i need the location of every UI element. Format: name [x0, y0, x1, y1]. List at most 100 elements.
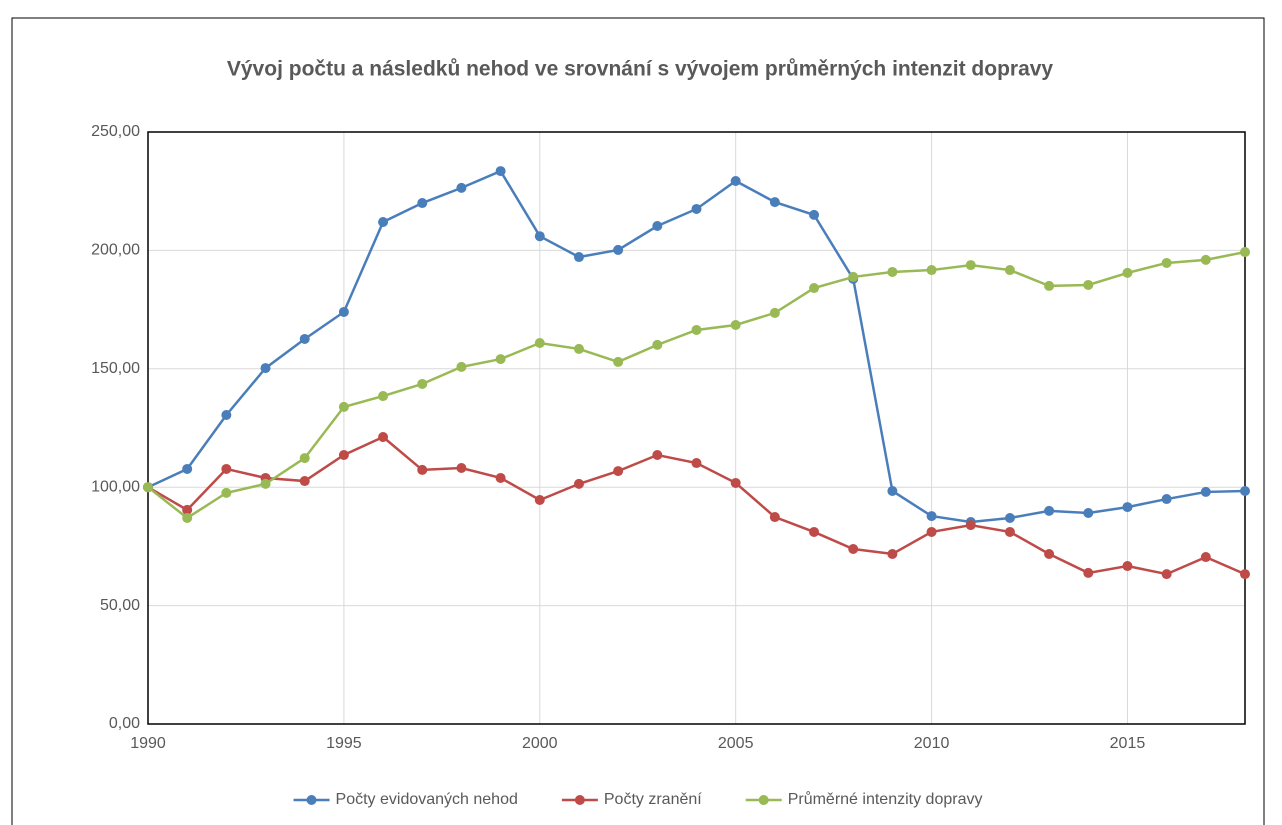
- data-point: [1240, 485, 1250, 496]
- x-tick-label: 1990: [130, 735, 166, 752]
- data-point: [887, 266, 898, 277]
- data-point: [299, 476, 310, 487]
- data-point: [143, 482, 153, 493]
- data-point: [417, 464, 428, 475]
- data-point: [652, 449, 663, 460]
- data-point: [652, 221, 663, 232]
- data-point: [260, 478, 271, 489]
- data-point: [1161, 569, 1172, 580]
- data-point: [965, 520, 976, 531]
- data-point: [613, 466, 624, 477]
- data-point: [1161, 257, 1172, 268]
- legend-marker: [574, 795, 585, 805]
- legend-label: Průměrné intenzity dopravy: [788, 790, 983, 808]
- data-point: [260, 363, 271, 374]
- data-point: [809, 526, 820, 537]
- y-tick-label: 150,00: [91, 360, 140, 377]
- data-point: [1083, 567, 1094, 578]
- data-point: [1200, 254, 1211, 265]
- x-tick-label: 2000: [522, 735, 558, 752]
- data-point: [926, 526, 937, 537]
- data-point: [769, 512, 780, 523]
- data-point: [573, 343, 584, 354]
- data-point: [1200, 486, 1211, 497]
- data-point: [691, 203, 702, 214]
- data-point: [221, 409, 232, 420]
- data-point: [848, 544, 859, 555]
- x-tick-label: 2010: [914, 735, 950, 752]
- data-point: [299, 333, 310, 344]
- data-point: [613, 244, 624, 255]
- y-tick-label: 250,00: [91, 123, 140, 140]
- legend-marker: [758, 795, 769, 805]
- data-point: [730, 477, 741, 488]
- data-point: [965, 260, 976, 271]
- data-point: [534, 337, 545, 348]
- x-tick-label: 2015: [1110, 735, 1146, 752]
- data-point: [1240, 569, 1250, 580]
- data-point: [1122, 561, 1133, 572]
- data-point: [456, 361, 467, 372]
- plot-frame: [147, 131, 1246, 725]
- data-point: [417, 378, 428, 389]
- legend-label: Počty zranění: [604, 791, 702, 808]
- data-point: [417, 198, 428, 209]
- data-point: [1044, 548, 1055, 559]
- data-point: [378, 216, 389, 227]
- data-point: [495, 166, 506, 177]
- chart-title: Vývoj počtu a následků nehod ve srovnání…: [227, 58, 1054, 81]
- data-point: [182, 504, 193, 515]
- data-point: [1004, 526, 1015, 537]
- data-point: [1122, 502, 1133, 513]
- data-point: [378, 431, 389, 442]
- data-point: [691, 324, 702, 335]
- data-point: [730, 176, 741, 187]
- data-point: [456, 463, 467, 474]
- legend-label: Počty evidovaných nehod: [336, 791, 518, 808]
- data-point: [573, 252, 584, 263]
- data-point: [769, 197, 780, 208]
- data-point: [926, 511, 937, 522]
- data-point: [221, 487, 232, 498]
- data-point: [1240, 247, 1250, 258]
- data-point: [534, 494, 545, 505]
- data-point: [1122, 267, 1133, 278]
- data-point: [1161, 494, 1172, 505]
- data-point: [613, 356, 624, 367]
- data-point: [182, 463, 193, 474]
- data-point: [338, 401, 349, 412]
- data-point: [809, 209, 820, 220]
- data-point: [221, 463, 232, 474]
- data-point: [378, 391, 389, 402]
- data-point: [338, 449, 349, 460]
- y-tick-label: 50,00: [100, 597, 140, 614]
- data-point: [534, 231, 545, 242]
- data-point: [495, 354, 506, 365]
- data-point: [456, 182, 467, 193]
- data-point: [1004, 512, 1015, 523]
- data-point: [182, 512, 193, 523]
- data-point: [495, 472, 506, 483]
- data-point: [652, 339, 663, 350]
- data-point: [848, 271, 859, 282]
- data-point: [1044, 280, 1055, 291]
- chart-border: [11, 17, 1265, 825]
- data-point: [926, 265, 937, 276]
- data-point: [338, 306, 349, 317]
- data-point: [299, 453, 310, 464]
- data-point: [730, 319, 741, 330]
- y-tick-label: 0,00: [109, 715, 140, 732]
- y-tick-label: 200,00: [91, 242, 140, 259]
- y-tick-label: 100,00: [91, 478, 140, 495]
- data-point: [809, 283, 820, 294]
- data-point: [1004, 265, 1015, 276]
- data-point: [1044, 505, 1055, 516]
- data-point: [1083, 279, 1094, 290]
- data-point: [887, 548, 898, 559]
- x-tick-label: 2005: [718, 735, 754, 752]
- data-point: [573, 478, 584, 489]
- legend-marker: [306, 795, 317, 805]
- x-tick-label: 1995: [326, 735, 362, 752]
